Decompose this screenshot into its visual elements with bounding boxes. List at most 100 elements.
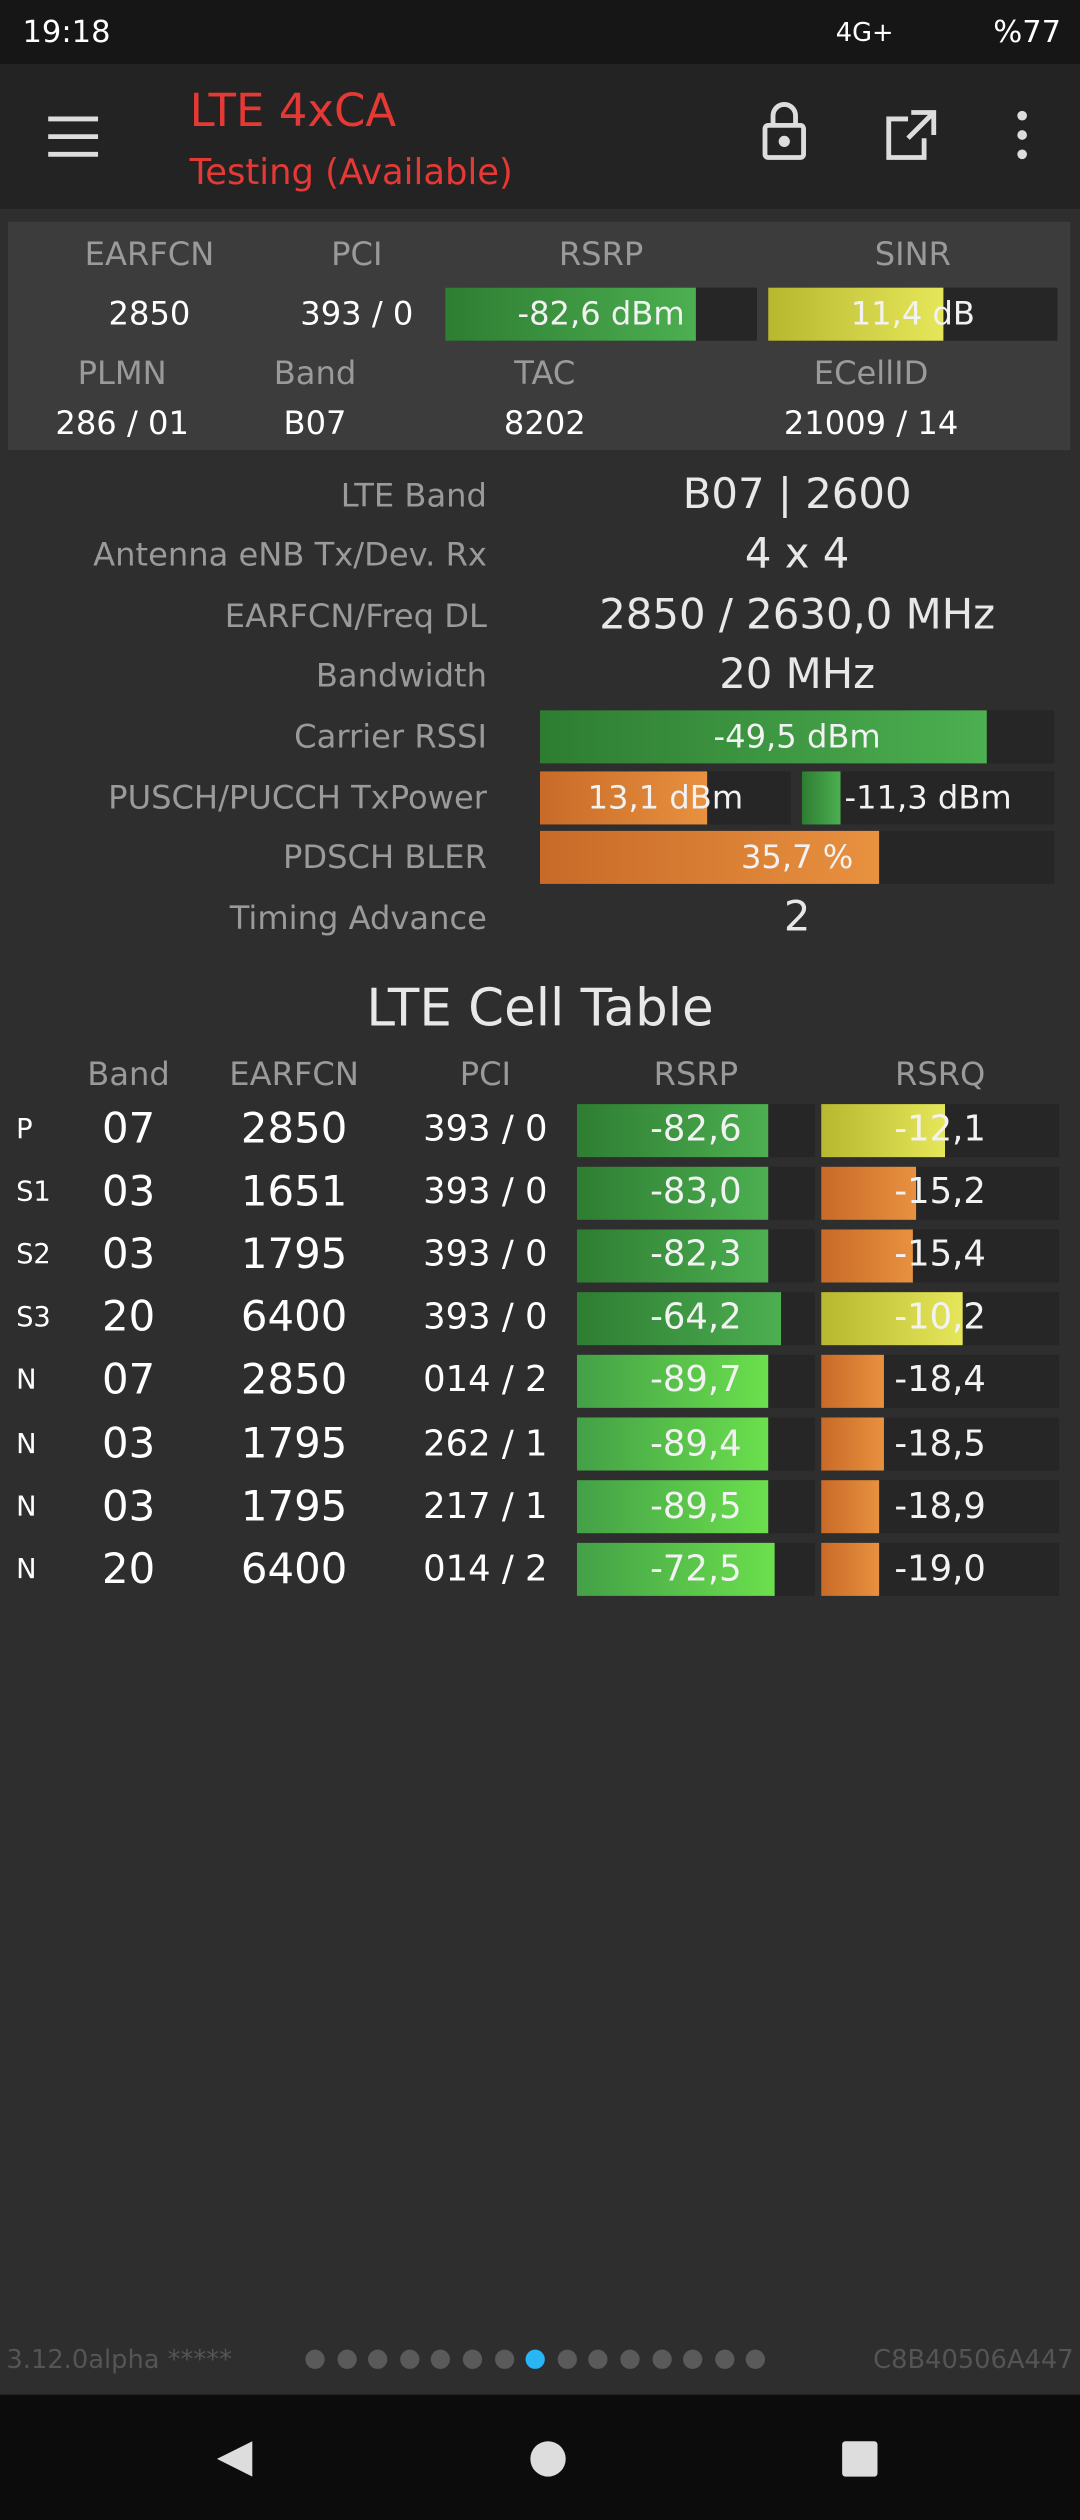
cell-type: N [16,1553,37,1586]
cell-pci: 217 / 1 [423,1486,548,1527]
cell-rsrp-label: -82,3 [650,1235,742,1276]
cell-type: S3 [16,1302,51,1335]
detail-value: B07 | 2600 [682,470,912,520]
cell-rsrp-label: -64,2 [650,1298,742,1339]
detail-value: 20 MHz [719,650,876,700]
cell-earfcn: 6400 [240,1294,348,1343]
cell-rsrq-label: -10,2 [894,1298,986,1339]
detail-value: 2 [783,893,811,942]
cell-rsrq-fill [821,1543,880,1597]
summary-header: SINR [874,234,951,274]
cell-type: S2 [16,1239,51,1272]
detail-label: LTE Band [340,475,487,515]
cell-band: 03 [101,1482,156,1531]
cell-earfcn: 2850 [240,1105,348,1154]
page-indicator-dot[interactable] [588,2349,609,2369]
cell-rsrq-label: -18,9 [894,1486,986,1527]
page-indicator-dot[interactable] [368,2349,388,2369]
cell-rsrp-label: -89,5 [650,1486,742,1527]
cell-pci: 393 / 0 [423,1172,548,1213]
back-button[interactable] [216,2441,253,2477]
summary-rsrp-bar-fill [445,286,696,340]
detail-value: 4 x 4 [744,530,850,579]
page-indicator-dot[interactable] [557,2349,577,2369]
summary-value: 393 / 0 [300,294,414,333]
nav-buttons [216,2441,878,2477]
page-indicator-dot[interactable] [746,2349,766,2369]
cell-pci: 014 / 2 [423,1361,548,1402]
cell-rsrq-label: -19,0 [894,1549,986,1590]
summary-value: 286 / 01 [55,403,189,442]
summary-rsrp-bar-label: -82,6 dBm [517,294,685,333]
recents-button[interactable] [842,2441,878,2477]
cell-earfcn: 1651 [240,1168,348,1217]
cell-rsrq-fill [821,1291,963,1345]
page-indicator-dot[interactable] [525,2349,546,2369]
cell-rsrp-fill [576,1228,769,1282]
column-header: RSRP [653,1054,739,1093]
app-title: LTE 4xCA [189,84,397,138]
cell-rsrq-label: -15,4 [894,1235,986,1276]
app-bar-icons [48,102,1027,160]
bler-bar-label: 35,7 % [740,837,854,876]
status-bar [0,0,1080,65]
cell-band: 20 [101,1545,156,1594]
cell-pci: 393 / 0 [423,1109,548,1150]
cell-rsrp-label: -72,5 [650,1549,742,1590]
page-indicator-dot[interactable] [683,2349,703,2369]
page-indicator-dot[interactable] [714,2349,735,2369]
cell-earfcn: 2850 [240,1357,348,1406]
page-indicator-dot[interactable] [651,2349,672,2369]
pucch-bar-label: -11,3 dBm [844,777,1012,817]
page-indicator-dot[interactable] [431,2349,451,2369]
cell-rsrp-label: -89,7 [650,1361,742,1402]
cell-band: 03 [101,1168,156,1217]
detail-label: Timing Advance [229,898,487,937]
cell-rsrq-fill [821,1480,880,1534]
detail-label: Carrier RSSI [294,716,487,756]
footer-device-id: C8B40506A447 [873,2344,1074,2375]
more-button[interactable] [1017,110,1027,160]
bler-bar-fill [540,830,880,884]
page-indicator-dot[interactable] [399,2349,420,2369]
rssi-bar-fill [540,709,987,763]
cell-rsrp-fill [576,1166,769,1220]
cell-rsrp-label: -89,4 [650,1423,742,1465]
cell-rsrp-label: -83,0 [650,1172,742,1213]
summary-value: 2850 [108,294,191,333]
cell-pci: 393 / 0 [423,1235,548,1276]
rssi-bar-label: -49,5 dBm [713,716,881,756]
page-indicator-dot[interactable] [336,2349,357,2369]
app-bar [0,64,1080,209]
footer-version: 3.12.0alpha ***** [6,2344,232,2375]
summary-header: ECellID [813,353,929,393]
summary-sinr-bar-fill [768,286,944,340]
column-header: Band [87,1054,170,1093]
pusch-bar-fill [540,770,708,824]
share-button[interactable] [886,110,937,160]
cell-rsrp-fill [576,1417,769,1471]
page-indicator-dot[interactable] [494,2349,514,2369]
home-button[interactable] [530,2441,566,2477]
cell-rsrq-fill [821,1103,946,1157]
cell-earfcn: 6400 [240,1545,348,1594]
cell-type: N [16,1490,37,1523]
page-indicator-dot[interactable] [462,2349,483,2369]
menu-button[interactable] [48,116,99,157]
lock-button[interactable] [762,102,806,160]
summary-value: 8202 [503,403,586,442]
cell-band: 20 [101,1294,156,1343]
cell-type: N [16,1427,37,1461]
page-indicator-dot[interactable] [620,2349,640,2369]
summary-header: PLMN [77,353,167,393]
detail-label: Bandwidth [315,655,487,695]
cell-rsrp-fill [576,1543,775,1597]
summary-header: TAC [514,353,576,393]
status-network: 4G+ [835,16,894,48]
page-indicator-dot[interactable] [305,2349,325,2369]
summary-value: B07 [283,403,347,442]
summary-header: RSRP [558,234,644,274]
cell-pci: 393 / 0 [423,1298,548,1339]
summary-header: Band [273,353,357,393]
